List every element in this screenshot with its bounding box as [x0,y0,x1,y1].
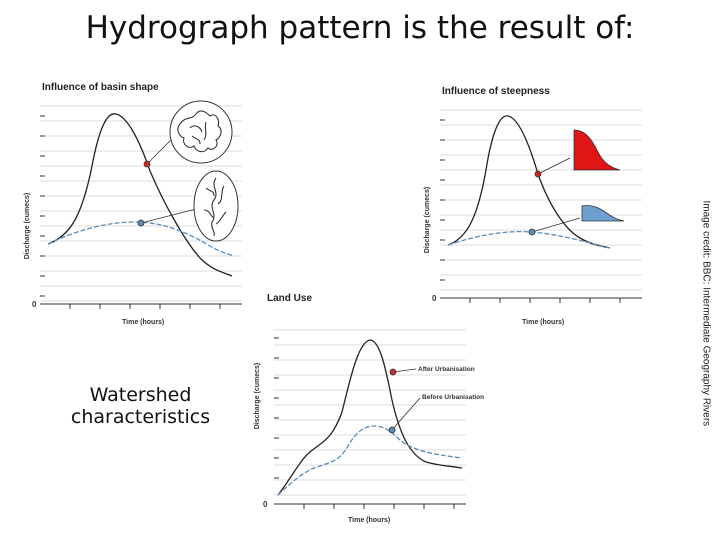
land-use-after-curve [277,339,463,496]
basin-shape-round-leader [146,137,174,165]
steepness-peak-curve [447,115,611,249]
before-urbanisation-label: Before Urbanisation [422,394,484,401]
land-use-ylabel: Discharge (cumecs) [254,363,261,430]
basin-shape-base-curve [47,221,235,257]
basin-shape-axes [40,115,242,309]
basin-shape-peak-curve [47,113,233,277]
steepness-red-marker [534,170,542,178]
basin-shape-red-marker [143,160,151,168]
basin-shape-grid [40,105,242,302]
gentle-slope-icon [581,205,625,222]
land-use-xlabel: Time (hours) [348,517,390,524]
steepness-ylabel: Discharge (cumecs) [424,187,431,254]
image-credit: Image credit: BBC: Intermediate Geograph… [700,200,712,427]
page-title: Hydrograph pattern is the result of: [85,10,635,46]
land-use-panel: Land Use 0 Time (hours) Discharge (cumec… [254,293,484,524]
steepness-title: Influence of steepness [442,86,550,97]
steepness-base-curve [447,230,611,249]
land-use-origin: 0 [263,500,268,509]
land-use-before-leader [391,397,421,431]
watershed-characteristics-label: Watershed characteristics [70,384,211,428]
land-use-axes [274,337,466,509]
steepness-panel: Influence of steepness 0 Time (hours) Di… [424,86,642,326]
land-use-grid [274,329,466,496]
basin-shape-origin: 0 [32,300,37,309]
steepness-origin: 0 [432,294,437,303]
basin-shape-elongated-leader [140,207,201,224]
basin-shape-blue-marker [137,219,145,227]
land-use-red-marker [389,368,397,376]
steep-slope-icon [573,129,621,171]
basin-shape-ylabel: Discharge (cumecs) [24,193,31,260]
land-use-after-leader [392,368,417,373]
steepness-axes [440,119,642,303]
steepness-xlabel: Time (hours) [522,319,564,326]
land-use-blue-marker [388,426,396,434]
basin-shape-xlabel: Time (hours) [122,319,164,326]
steepness-red-leader [537,157,571,175]
elongated-basin-icon [193,170,239,242]
steepness-grid [440,109,642,291]
land-use-before-curve [277,425,463,496]
land-use-title: Land Use [267,293,312,304]
round-basin-icon [169,100,233,164]
steepness-blue-marker [528,228,536,236]
basin-shape-title: Influence of basin shape [42,82,159,93]
basin-shape-panel: Influence of basin shape 0 Time (hours) … [24,82,242,326]
after-urbanisation-label: After Urbanisation [418,366,475,373]
steepness-blue-leader [531,217,581,233]
